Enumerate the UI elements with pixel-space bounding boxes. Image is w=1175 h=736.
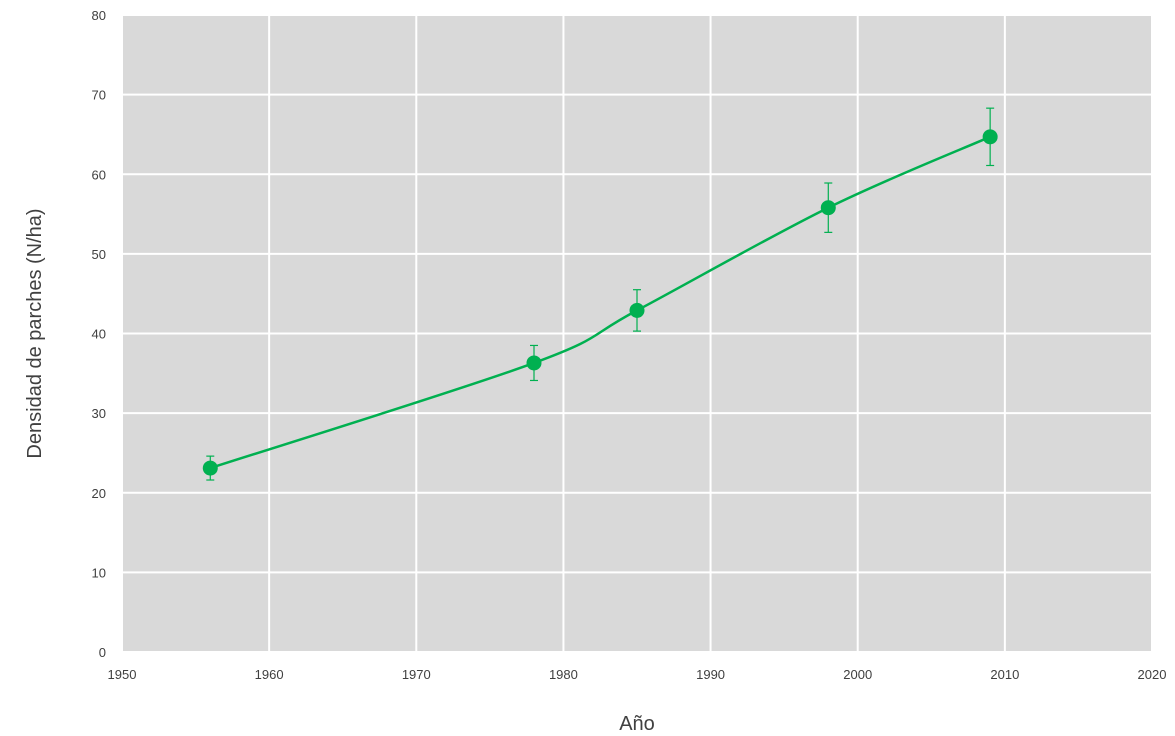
x-tick-label: 1980 (549, 667, 578, 682)
data-point (629, 302, 645, 318)
x-tick-label: 1950 (108, 667, 137, 682)
x-tick-label: 1970 (402, 667, 431, 682)
y-tick-label: 10 (92, 565, 106, 580)
y-axis-title: Densidad de parches (N/ha) (24, 208, 46, 458)
x-axis-tick-labels: 1950 1960 1970 1980 1990 2000 2010 2020 (108, 667, 1167, 682)
y-tick-label: 70 (92, 88, 106, 103)
x-tick-label: 2000 (843, 667, 872, 682)
y-tick-label: 50 (92, 247, 106, 262)
y-tick-label: 30 (92, 406, 106, 421)
x-tick-label: 2020 (1138, 667, 1167, 682)
y-tick-label: 60 (92, 167, 106, 182)
data-point (526, 355, 542, 371)
data-point (820, 200, 836, 216)
y-tick-label: 20 (92, 486, 106, 501)
x-tick-label: 1960 (255, 667, 284, 682)
y-axis-tick-labels: 0 10 20 30 40 50 60 70 80 (92, 8, 106, 660)
y-tick-label: 40 (92, 327, 106, 342)
data-point (982, 129, 998, 145)
series-layer (202, 107, 998, 481)
x-axis-title: Año (619, 713, 655, 735)
gridlines (121, 14, 1153, 653)
x-tick-label: 1990 (696, 667, 725, 682)
data-point (202, 460, 218, 476)
x-tick-label: 2010 (990, 667, 1019, 682)
y-tick-label: 0 (99, 645, 106, 660)
y-tick-label: 80 (92, 8, 106, 23)
